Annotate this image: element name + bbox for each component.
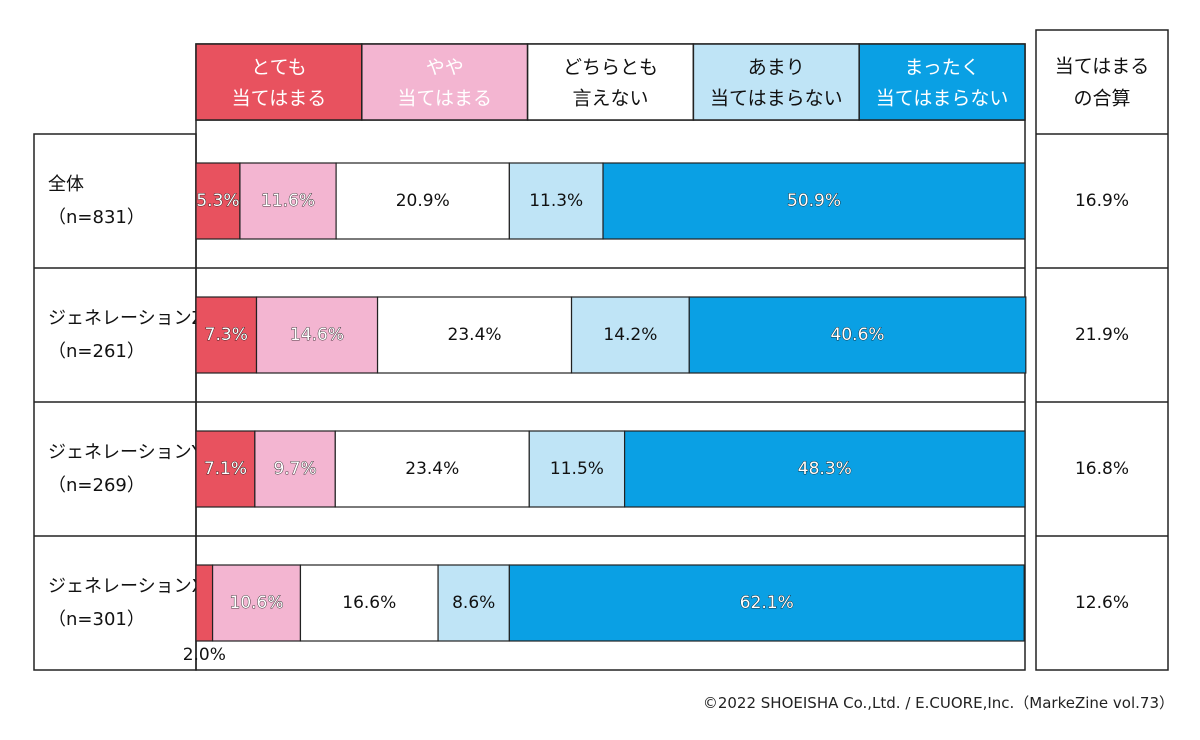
category-label: （n=831） — [48, 207, 145, 228]
data-label: 11.6% — [261, 191, 315, 211]
bar-segment — [255, 296, 379, 374]
data-label: 48.3% — [798, 459, 852, 479]
total-column-header: の合算 — [1073, 88, 1130, 110]
legend-swatch — [858, 43, 1026, 121]
bar-segment — [335, 162, 510, 240]
bar-segment — [570, 296, 690, 374]
bar-segment — [376, 296, 573, 374]
legend-swatch — [195, 43, 363, 121]
legend-label: どちらとも — [563, 57, 658, 79]
legend-label: まったく — [904, 57, 979, 79]
category-label: （n=269） — [48, 475, 145, 496]
copyright-text: ©2022 SHOEISHA Co.,Ltd. / E.CUORE,Inc.（M… — [702, 694, 1174, 712]
data-label: 7.1% — [204, 459, 247, 479]
bar-segment — [195, 430, 256, 508]
legend-label: 当てはまる — [397, 88, 492, 110]
total-value: 12.6% — [1075, 593, 1129, 613]
bar-segment — [299, 564, 439, 642]
category-label: 全体 — [48, 174, 84, 195]
total-value: 21.9% — [1075, 325, 1129, 345]
data-label: 5.3% — [196, 191, 239, 211]
data-label: 2.0% — [183, 645, 226, 665]
data-label: 62.1% — [740, 593, 794, 613]
legend-swatch — [692, 43, 860, 121]
total-column-frame — [1035, 29, 1169, 671]
legend-label: 当てはまらない — [710, 88, 843, 110]
bar-segment — [528, 430, 626, 508]
bar-segment — [239, 162, 337, 240]
bar-segment — [508, 564, 1025, 642]
legend-label: 当てはまる — [232, 88, 327, 110]
data-label: 11.5% — [550, 459, 604, 479]
data-label: 10.6% — [230, 593, 284, 613]
total-column-header: 当てはまる — [1055, 56, 1150, 78]
data-label: 14.6% — [290, 325, 344, 345]
total-value: 16.9% — [1075, 191, 1129, 211]
data-label: 9.7% — [273, 459, 316, 479]
bar-segment — [602, 162, 1026, 240]
category-label: ジェネレーションZ — [48, 308, 204, 329]
data-label: 8.6% — [452, 593, 495, 613]
bar-segment — [334, 430, 530, 508]
bar-segment — [211, 564, 302, 642]
data-label: 14.2% — [603, 325, 657, 345]
data-label: 40.6% — [831, 325, 885, 345]
data-label: 50.9% — [787, 191, 841, 211]
legend-label: やや — [426, 57, 464, 79]
data-label: 20.9% — [396, 191, 450, 211]
legend-label: とても — [251, 57, 306, 79]
bar-segment — [508, 162, 604, 240]
data-label: 11.3% — [529, 191, 583, 211]
legend-label: 当てはまらない — [876, 88, 1009, 110]
category-label: ジェネレーションX — [48, 576, 204, 597]
legend-label: あまり — [748, 57, 805, 79]
category-label: （n=261） — [48, 341, 145, 362]
data-label: 23.4% — [405, 459, 459, 479]
category-label: ジェネレーションY — [48, 442, 204, 463]
total-value: 16.8% — [1075, 459, 1129, 479]
bar-segment — [623, 430, 1026, 508]
bar-segment — [195, 564, 214, 642]
data-label: 7.3% — [205, 325, 248, 345]
category-label: （n=301） — [48, 609, 145, 630]
data-label: 23.4% — [448, 325, 502, 345]
data-label: 16.6% — [342, 593, 396, 613]
stacked-bar-chart: とても当てはまるやや当てはまるどちらとも言えないあまり当てはまらないまったく当て… — [33, 29, 1169, 671]
bar-segment — [195, 162, 241, 240]
bar-segment — [688, 296, 1027, 374]
legend-label: 言えない — [572, 88, 648, 110]
legend-swatch — [526, 43, 695, 121]
